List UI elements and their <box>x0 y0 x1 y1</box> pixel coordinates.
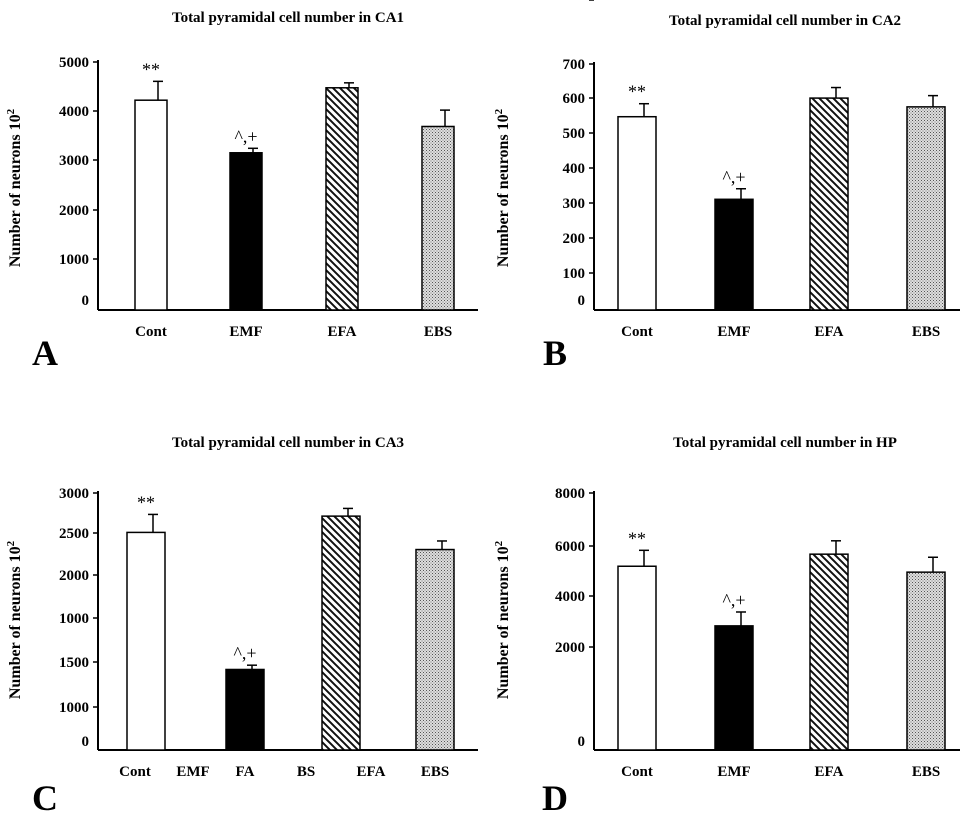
bar-emf <box>714 198 754 311</box>
y-tick-label: 100 <box>563 266 586 282</box>
y-tick-label: 1000 <box>59 611 89 627</box>
x-category-label: EFA <box>357 764 386 780</box>
y-tick-label: 0 <box>82 293 90 309</box>
x-category-label: EMF <box>717 324 750 340</box>
chart-title: Total pyramidal cell number in CA2 <box>669 13 901 29</box>
chart-title: Total pyramidal cell number in HP <box>673 435 897 451</box>
bar-ebs <box>415 548 455 751</box>
bar-cont <box>617 565 657 751</box>
y-tick-label: 2000 <box>59 203 89 219</box>
bar-efa <box>325 87 359 311</box>
panel-label: D <box>542 778 568 814</box>
y-axis-label-text: Number of neurons 10 <box>495 546 512 699</box>
y-axis-label-text: Number of neurons 10 <box>495 114 512 267</box>
x-category-label: BS <box>297 764 315 780</box>
y-tick-label: 0 <box>578 293 586 309</box>
y-axis-label-superscript: 2 <box>5 540 17 546</box>
bar-cont <box>126 531 166 751</box>
significance-annotation: ^,+ <box>234 126 257 146</box>
x-category-label: EBS <box>424 324 452 340</box>
y-axis-label: Number of neurons 102 <box>493 540 512 699</box>
bar-efa <box>809 553 849 751</box>
y-tick-label: 300 <box>563 196 586 212</box>
bar-cont <box>134 99 168 311</box>
x-category-label: FA <box>236 764 255 780</box>
y-axis-label-superscript: 2 <box>5 108 17 114</box>
significance-annotation: ^,+ <box>722 167 745 187</box>
x-category-label: EBS <box>912 324 940 340</box>
y-tick-label: 1000 <box>59 252 89 268</box>
y-axis-label: Number of neurons 102 <box>5 540 24 699</box>
bar-ebs <box>421 125 455 311</box>
y-tick-label: 1500 <box>59 655 89 671</box>
panel-label: B <box>543 333 567 373</box>
y-tick-label: 2500 <box>59 526 89 542</box>
chart-title: Total pyramidal cell number in CA3 <box>172 435 404 451</box>
y-tick-label: 3000 <box>59 153 89 169</box>
y-axis-label-superscript: 2 <box>493 108 505 114</box>
y-tick-label: 8000 <box>555 486 585 502</box>
y-tick-label: 10000 <box>548 0 586 4</box>
bar-ebs <box>906 571 946 751</box>
y-tick-label: 0 <box>82 734 90 750</box>
bar-efa <box>809 97 849 311</box>
y-tick-label: 200 <box>563 231 586 247</box>
y-tick-label: 0 <box>578 734 586 750</box>
x-category-label: EMF <box>176 764 209 780</box>
chart-panel-a: Total pyramidal cell number in CA1 Number… <box>5 10 478 373</box>
significance-annotation: ^,+ <box>722 590 745 610</box>
y-axis-label-text: Number of neurons 10 <box>7 114 24 267</box>
bar-bs <box>321 515 361 751</box>
chart-panel-c: Total pyramidal cell number in CA3 Number… <box>5 435 478 814</box>
y-tick-label: 700 <box>563 57 586 73</box>
x-category-label: Cont <box>119 764 151 780</box>
y-tick-label: 600 <box>563 91 586 107</box>
bar-cont <box>617 115 657 311</box>
y-tick-label: 2000 <box>555 640 585 656</box>
y-tick-label: 2000 <box>59 568 89 584</box>
panel-label: C <box>32 778 58 814</box>
x-category-label: EFA <box>328 324 357 340</box>
y-axis-label-text: Number of neurons 10 <box>7 546 24 699</box>
significance-annotation: ** <box>137 492 155 512</box>
significance-annotation: ** <box>142 59 160 79</box>
y-axis-label-superscript: 2 <box>493 540 505 546</box>
y-axis-label: Number of neurons 102 <box>493 108 512 267</box>
panel-label: A <box>32 333 58 373</box>
x-category-label: EFA <box>815 324 844 340</box>
y-tick-label: 3000 <box>59 486 89 502</box>
x-category-label: Cont <box>621 324 653 340</box>
y-tick-label: 4000 <box>555 589 585 605</box>
x-category-label: Cont <box>621 764 653 780</box>
y-tick-label: 1000 <box>59 700 89 716</box>
significance-annotation: ^,+ <box>233 643 256 663</box>
chart-panel-d: Total pyramidal cell number in HP Number … <box>493 0 960 814</box>
y-tick-label: 4000 <box>59 104 89 120</box>
x-category-label: EFA <box>815 764 844 780</box>
x-category-label: EBS <box>421 764 449 780</box>
chart-panel-b: Total pyramidal cell number in CA2 Number… <box>493 13 960 373</box>
y-tick-label: 500 <box>563 126 586 142</box>
significance-annotation: ** <box>628 528 646 548</box>
significance-annotation: ** <box>628 82 646 102</box>
bar-emf <box>229 152 263 311</box>
x-category-label: Cont <box>135 324 167 340</box>
x-category-label: EMF <box>717 764 750 780</box>
y-tick-label: 6000 <box>555 539 585 555</box>
x-category-label: EBS <box>912 764 940 780</box>
x-category-label: EMF <box>229 324 262 340</box>
y-axis-label: Number of neurons 102 <box>5 108 24 267</box>
y-tick-label: 400 <box>563 161 586 177</box>
chart-title: Total pyramidal cell number in CA1 <box>172 10 404 26</box>
bar-emf <box>714 625 754 751</box>
y-tick-label: 5000 <box>59 55 89 71</box>
bar-ebs <box>906 106 946 311</box>
bar-fa <box>225 668 265 751</box>
